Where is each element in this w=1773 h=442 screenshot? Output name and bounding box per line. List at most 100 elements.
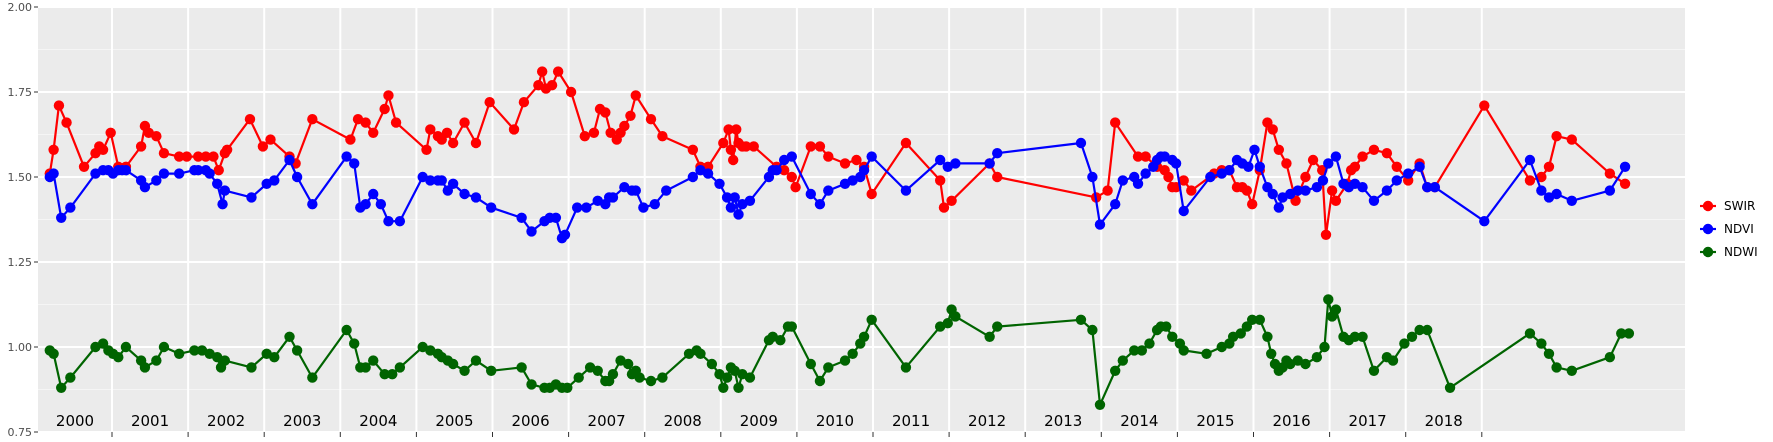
data-point-swir	[814, 141, 826, 152]
data-point-swir	[1391, 161, 1402, 172]
data-point-ndwi	[645, 375, 657, 387]
data-point-ndwi	[394, 362, 406, 373]
data-point-ndvi	[193, 165, 204, 176]
data-point-ndvi	[383, 216, 394, 227]
data-point-ndvi	[559, 229, 571, 240]
data-point-ndvi	[470, 192, 482, 203]
data-point-swir	[992, 171, 1003, 183]
data-point-swir	[619, 120, 630, 132]
data-point-ndwi	[805, 358, 817, 370]
data-point-swir	[48, 144, 59, 155]
year-label: 2016	[1272, 412, 1310, 430]
y-tick-label: 1.00	[8, 341, 33, 354]
data-point-ndwi	[950, 311, 961, 322]
data-point-ndwi	[733, 382, 744, 393]
data-point-ndvi	[1368, 195, 1380, 206]
year-label: 2002	[207, 412, 245, 430]
data-point-ndvi	[550, 212, 562, 223]
data-point-ndvi	[1094, 219, 1106, 230]
data-point-ndvi	[151, 175, 162, 186]
data-point-ndwi	[1616, 328, 1627, 339]
data-point-swir	[645, 114, 657, 125]
year-label: 2004	[359, 412, 397, 430]
data-point-ndvi	[1566, 195, 1578, 206]
data-point-ndwi	[1117, 355, 1129, 366]
data-point-ndwi	[120, 341, 132, 353]
data-point-swir	[61, 117, 72, 128]
data-point-swir	[1140, 151, 1151, 162]
data-point-swir	[1102, 185, 1113, 196]
data-point-swir	[600, 107, 611, 118]
data-point-ndvi	[1381, 185, 1393, 196]
y-tick-label: 1.50	[8, 171, 33, 184]
data-point-ndwi	[1422, 324, 1433, 336]
data-point-ndvi	[934, 154, 946, 166]
data-point-swir	[307, 114, 318, 125]
data-point-ndwi	[622, 358, 634, 370]
y-tick-label: 0.75	[8, 426, 33, 439]
data-point-ndwi	[823, 362, 834, 373]
data-point-swir	[78, 161, 90, 172]
data-point-swir	[900, 137, 912, 149]
data-point-ndvi	[823, 185, 834, 196]
data-point-ndwi	[151, 355, 162, 366]
data-point-swir	[425, 124, 436, 135]
data-point-swir	[786, 171, 797, 183]
y-tick-label: 2.00	[8, 1, 33, 14]
data-point-ndvi	[173, 168, 185, 179]
data-point-ndwi	[1536, 338, 1547, 349]
data-point-swir	[257, 141, 269, 152]
data-point-ndvi	[1170, 158, 1182, 169]
data-point-swir	[1307, 154, 1319, 166]
data-point-ndwi	[447, 358, 459, 370]
legend-label-swir: SWIR	[1724, 199, 1755, 213]
data-point-ndvi	[1429, 182, 1441, 193]
data-point-ndvi	[1536, 185, 1547, 196]
data-point-ndwi	[1160, 321, 1172, 332]
data-point-ndwi	[341, 324, 352, 336]
data-point-swir	[459, 117, 470, 128]
data-point-ndwi	[269, 352, 280, 363]
data-point-swir	[221, 144, 233, 155]
data-point-ndvi	[269, 175, 280, 186]
data-point-ndvi	[425, 175, 436, 186]
data-point-ndvi	[349, 158, 360, 169]
data-point-ndvi	[858, 165, 870, 176]
data-point-swir	[173, 151, 185, 162]
data-point-ndvi	[1205, 171, 1216, 183]
data-point-ndwi	[1357, 331, 1368, 342]
data-point-ndwi	[307, 372, 318, 383]
data-point-swir	[1320, 229, 1332, 240]
year-label: 2018	[1425, 412, 1463, 430]
year-label: 2000	[56, 412, 94, 430]
data-point-ndwi	[1444, 382, 1456, 393]
data-point-swir	[1619, 178, 1631, 189]
data-point-ndvi	[158, 168, 170, 179]
data-point-swir	[1524, 175, 1536, 186]
data-point-swir	[938, 202, 950, 213]
data-point-swir	[605, 127, 616, 138]
data-point-swir	[97, 144, 109, 155]
data-point-ndwi	[56, 382, 67, 393]
year-label: 2007	[588, 412, 626, 430]
data-point-ndwi	[657, 372, 668, 383]
data-point-ndwi	[246, 362, 257, 373]
data-point-ndvi	[284, 154, 295, 166]
data-point-ndvi	[702, 168, 714, 179]
data-point-ndvi	[368, 188, 379, 200]
data-point-ndvi	[1117, 175, 1129, 186]
year-label: 2014	[1120, 412, 1158, 430]
data-point-swir	[421, 144, 432, 155]
data-point-ndvi	[984, 158, 995, 169]
data-point-ndvi	[1243, 161, 1254, 172]
year-label: 2005	[435, 412, 473, 430]
year-label: 2001	[131, 412, 169, 430]
data-point-ndwi	[113, 352, 124, 363]
data-point-ndwi	[942, 318, 953, 329]
data-point-ndwi	[1262, 331, 1273, 342]
data-point-swir	[687, 144, 699, 155]
data-point-swir	[1273, 144, 1285, 155]
data-point-swir	[1566, 134, 1578, 145]
data-point-ndwi	[1201, 348, 1212, 359]
data-point-swir	[360, 117, 371, 128]
